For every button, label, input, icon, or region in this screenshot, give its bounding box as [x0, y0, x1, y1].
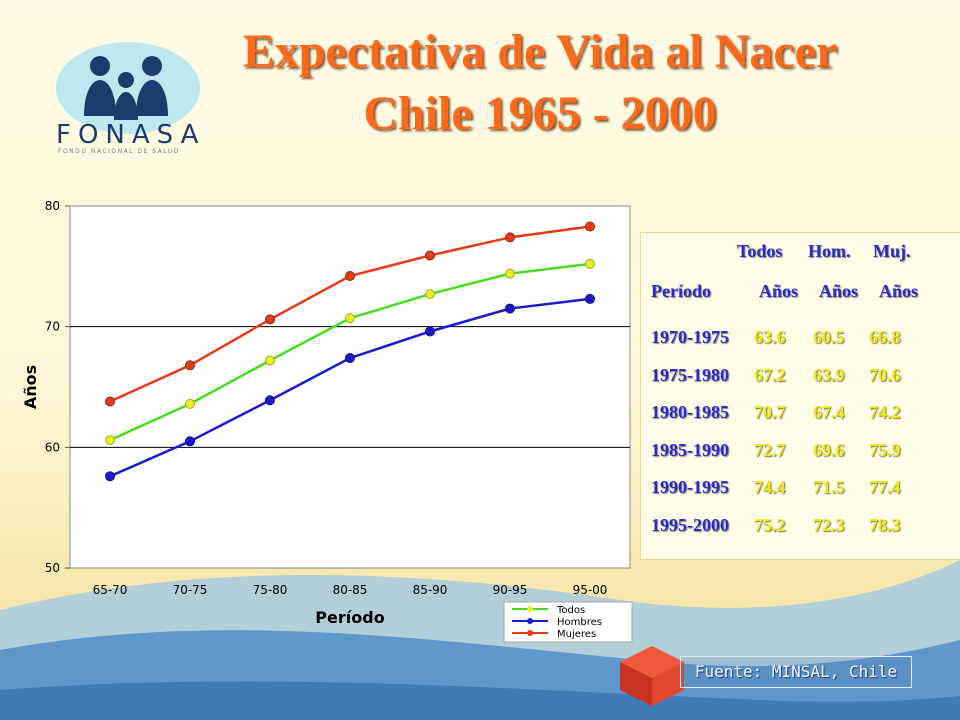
- table-muj-cell: 74.2: [869, 402, 901, 422]
- table-hom-cell: 60.5: [813, 327, 845, 347]
- data-point: [425, 250, 435, 261]
- x-tick-label: 90-95: [493, 583, 528, 597]
- cube-decoration: [612, 640, 692, 710]
- logo-wordmark: FONASA: [56, 120, 206, 150]
- data-point: [505, 303, 515, 314]
- table-period-cell: 1970-1975: [651, 327, 729, 347]
- legend-swatch-marker: [527, 606, 533, 612]
- data-point: [105, 396, 115, 407]
- legend-label: Todos: [556, 605, 585, 616]
- data-point: [505, 232, 515, 243]
- series-todos: [105, 258, 595, 446]
- table-hom-cell: 67.4: [813, 402, 845, 422]
- table-unit-muj: Años: [879, 281, 919, 301]
- x-axis-ticks: 65-70 70-75 75-80 80-85 85-90 90-95 95-00: [93, 583, 608, 597]
- data-point: [505, 268, 515, 279]
- x-tick-label: 65-70: [93, 583, 128, 597]
- table-unit-hom: Años: [819, 281, 859, 301]
- table-todos-cell: 72.7: [754, 439, 786, 460]
- series-hombres: [105, 293, 595, 482]
- table-period-cell: 1980-1985: [651, 402, 729, 422]
- data-point: [585, 258, 595, 269]
- table-muj-cell: 77.4: [869, 477, 901, 497]
- data-point: [345, 353, 355, 364]
- data-point: [185, 398, 195, 409]
- table-period-cell: 1990-1995: [651, 477, 729, 497]
- source-note: Fuente: MINSAL, Chile: [680, 656, 912, 688]
- y-axis-ticks: 50 60 70 80: [45, 199, 70, 575]
- x-tick-label: 95-00: [573, 583, 608, 597]
- data-point: [345, 313, 355, 324]
- data-point: [425, 326, 435, 337]
- x-tick-label: 75-80: [253, 583, 288, 597]
- y-axis-title: Años: [21, 365, 40, 409]
- y-tick-label: 50: [45, 561, 60, 575]
- data-point: [585, 293, 595, 304]
- logo-subtitle: FONDO NACIONAL DE SALUD: [58, 148, 180, 155]
- legend-swatch-marker: [527, 618, 533, 624]
- legend-label: Hombres: [557, 617, 602, 628]
- table-unit-todos: Años: [759, 281, 799, 301]
- table-todos-cell: 67.2: [754, 364, 786, 385]
- logo-family-icon: [84, 56, 168, 120]
- table-period-cell: 1985-1990: [651, 439, 729, 460]
- data-point: [265, 395, 275, 406]
- data-point: [425, 289, 435, 300]
- data-point: [105, 435, 115, 446]
- data-point: [265, 314, 275, 325]
- table-hom-cell: 72.3: [813, 514, 845, 535]
- table-todos-cell: 70.7: [754, 402, 786, 422]
- x-tick-label: 70-75: [173, 583, 208, 597]
- table-period-cell: 1975-1980: [651, 364, 729, 385]
- y-tick-label: 60: [45, 440, 60, 454]
- series-group: [105, 221, 595, 482]
- data-point: [185, 360, 195, 371]
- gridlines: [70, 326, 630, 448]
- series-mujeres: [105, 221, 595, 407]
- page-subtitle: Chile 1965 - 2000: [363, 87, 717, 140]
- data-point: [105, 471, 115, 482]
- table-todos-cell: 75.2: [754, 514, 786, 535]
- table-todos-cell: 74.4: [754, 477, 786, 497]
- page-title: Expectativa de Vida al Nacer: [242, 25, 838, 78]
- legend-swatch-marker: [527, 630, 533, 636]
- table-hom-cell: 63.9: [813, 364, 845, 385]
- data-point: [345, 270, 355, 281]
- table-muj-cell: 66.8: [869, 327, 901, 347]
- table-header-muj: Muj.: [873, 241, 911, 261]
- data-point: [265, 355, 275, 366]
- table-muj-cell: 70.6: [869, 364, 901, 385]
- table-muj-cell: 78.3: [869, 514, 901, 535]
- data-point: [585, 221, 595, 232]
- table-muj-cell: 75.9: [869, 439, 901, 460]
- table-header-todos: Todos: [737, 241, 783, 261]
- table-todos-cell: 63.6: [754, 327, 786, 347]
- y-tick-label: 80: [45, 199, 60, 213]
- y-tick-label: 70: [45, 320, 60, 334]
- table-hom-cell: 71.5: [813, 477, 845, 497]
- x-tick-label: 80-85: [333, 583, 368, 597]
- x-tick-label: 85-90: [413, 583, 448, 597]
- x-axis-title: Período: [315, 608, 384, 627]
- data-point: [185, 436, 195, 447]
- table-period-label: Período: [651, 281, 711, 301]
- life-expectancy-table: Todos Hom. Muj. Período Años Años Años 1…: [640, 232, 960, 560]
- legend-label: Mujeres: [557, 629, 596, 640]
- table-period-cell: 1995-2000: [651, 514, 729, 535]
- plot-area: [69, 205, 631, 569]
- fonasa-logo: [56, 42, 200, 134]
- table-hom-cell: 69.6: [813, 439, 845, 460]
- table-header-hom: Hom.: [808, 241, 851, 261]
